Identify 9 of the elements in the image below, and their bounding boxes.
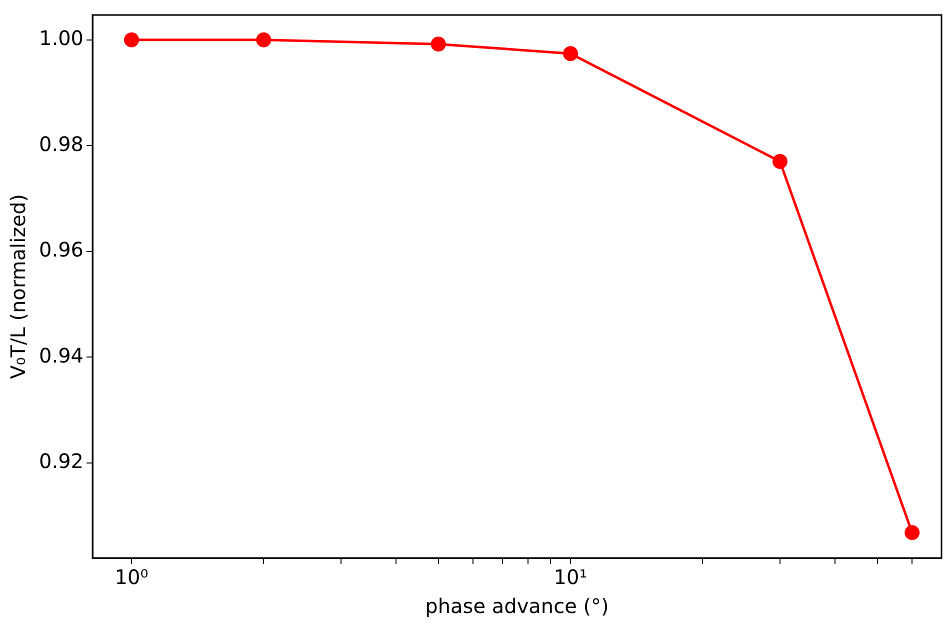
x-axis-title: phase advance (°)	[425, 594, 609, 618]
y-axis-title: V₀T/L (normalized)	[6, 194, 30, 379]
y-tick-label: 0.96	[39, 238, 84, 262]
y-tick-label: 0.94	[39, 343, 84, 368]
y-tick-label: 1.00	[39, 26, 84, 50]
x-tick-label: 10⁰	[114, 565, 148, 590]
y-tick-label: 0.92	[39, 449, 84, 474]
x-tick-label: 10¹	[554, 565, 588, 590]
y-tick-label: 0.98	[39, 132, 84, 156]
